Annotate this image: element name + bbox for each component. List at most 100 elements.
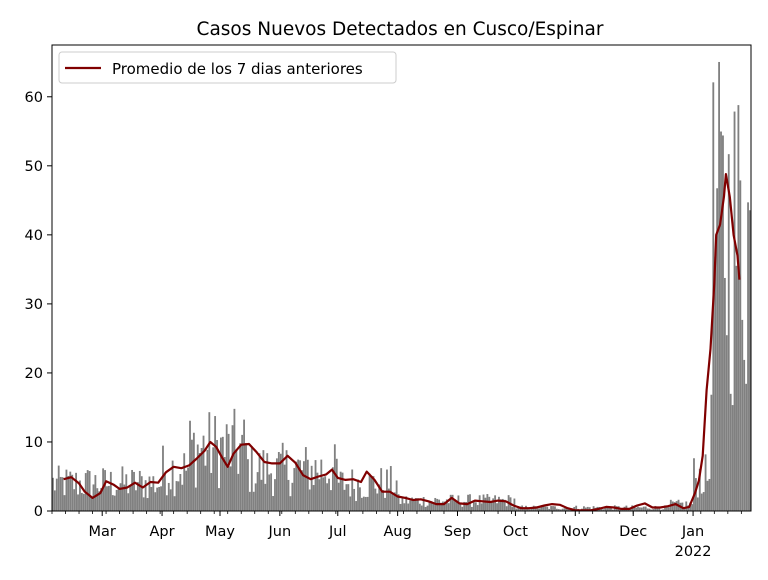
bar [666,506,668,511]
bar [399,503,402,511]
plot-frame [51,44,752,512]
axes-layer: 0 10 20 30 40 50 60 Mar Apr May Jun Jul Aug Sep Oct Nov… [25,44,752,560]
bar [652,509,655,511]
bar [192,432,195,511]
bar [505,506,508,511]
bar [88,471,91,511]
chart-title: Casos Nuevos Detectados en Cusco/Espinar [197,19,604,40]
bar [67,475,70,511]
bar [191,439,193,511]
x-tick-label: Jul [328,524,347,540]
bar [187,467,189,511]
bar [221,436,224,511]
bar [393,492,396,511]
bar [733,111,736,512]
bar [555,508,558,511]
bar [471,506,473,511]
bar [349,496,352,511]
bar [496,503,498,511]
bar [136,482,139,511]
bar [297,459,300,511]
x-tick-label: Dec [619,524,647,540]
bar [206,449,209,511]
bar [658,508,661,511]
bar [370,475,373,511]
bar [146,498,149,511]
bar [644,506,647,511]
bar [362,496,365,511]
bar [171,460,174,511]
bar [418,503,421,511]
bar [75,472,77,511]
bar [608,506,610,511]
y-tick-label: 20 [25,366,43,382]
bar [378,484,381,511]
bar [175,481,178,511]
bar [389,466,392,511]
bar [285,450,288,511]
bar [310,465,313,511]
bar [440,502,442,511]
bar [445,499,448,511]
bar [482,494,485,511]
bar [528,509,531,511]
bar [256,472,259,511]
bar [635,507,637,511]
y-tick-label: 40 [25,228,43,244]
bar [293,468,296,511]
bar [428,500,431,511]
x-tick-label: Mar [89,524,116,540]
bar [223,457,226,511]
bar [542,506,545,511]
bar [693,458,695,511]
bar [331,467,334,511]
bar [474,502,477,511]
bar [633,506,636,511]
y-tick-label: 10 [25,435,43,451]
bar [488,496,491,511]
bar [289,496,292,511]
bar [169,489,172,511]
bar [544,506,547,511]
bar [461,506,464,511]
bar [554,506,556,511]
bar [619,508,622,511]
bar [442,501,444,511]
bar [275,458,278,511]
bar [606,507,609,511]
bar [55,478,58,511]
x-tick-label: Oct [503,524,528,540]
bar [725,335,728,511]
bar [343,489,346,511]
bar [57,465,60,511]
bar [243,419,245,511]
bar [749,210,751,511]
bar [364,496,367,511]
bar [268,474,271,511]
bar [262,450,265,511]
bar [308,489,311,511]
bar [339,471,342,511]
bar [447,503,450,511]
bar [65,469,68,511]
bar [117,487,120,511]
bar [227,433,230,511]
bar [449,494,452,511]
bar [696,497,699,511]
bar [538,508,541,511]
bar [463,501,466,511]
bar [258,453,261,511]
bar [416,498,419,511]
bar [708,478,711,511]
bar [706,480,709,511]
bar [162,445,164,511]
bar [430,501,433,511]
bar [233,408,236,511]
bar [737,105,740,511]
bar [718,61,720,511]
bar [125,474,128,511]
bar [272,496,274,511]
bar [382,490,385,511]
bar [69,471,72,511]
